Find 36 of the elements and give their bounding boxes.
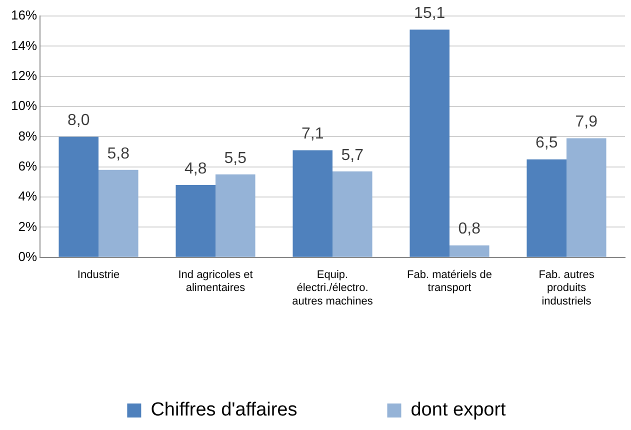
bar: [292, 150, 333, 257]
data-label: 0,8: [458, 220, 481, 238]
data-label: 15,1: [414, 4, 446, 22]
bar: [566, 138, 606, 257]
bar: [216, 174, 256, 257]
bar: [526, 159, 566, 257]
y-tick-label: 6%: [18, 158, 38, 174]
y-tick-label: 16%: [10, 8, 38, 23]
data-label: 5,8: [107, 145, 130, 162]
data-label: 7,1: [301, 126, 324, 143]
data-label: 4,8: [184, 160, 207, 178]
legend-label: dont export: [410, 400, 507, 421]
bar: [176, 184, 216, 257]
x-tick-label: Equip. électri./électro. autres machines: [292, 269, 374, 308]
data-label: 5,5: [224, 150, 247, 167]
bar: [58, 136, 99, 257]
x-tick-label: Ind agricoles et alimentaires: [178, 269, 253, 294]
bar: [98, 170, 138, 257]
y-tick-label: 14%: [10, 38, 38, 53]
x-tick-label: Fab. matériels de transport: [407, 269, 492, 294]
y-tick-label: 10%: [10, 98, 38, 114]
legend-label: Chiffres d'affaires: [150, 400, 298, 421]
y-tick-label: 2%: [18, 218, 38, 234]
data-label: 8,0: [68, 112, 90, 130]
data-label: 7,9: [575, 114, 598, 131]
x-tick-label: Industrie: [77, 269, 120, 282]
bar: [332, 171, 372, 257]
y-tick-label: 8%: [18, 128, 38, 144]
y-tick-label: 0%: [18, 248, 38, 264]
x-tick-label: Fab. autres produits industriels: [538, 269, 595, 308]
bar: [450, 245, 490, 257]
y-tick-label: 12%: [10, 68, 38, 83]
data-label: 6,5: [535, 134, 558, 152]
bar: [410, 30, 450, 257]
y-tick-label: 4%: [18, 188, 38, 204]
data-label: 5,7: [341, 146, 364, 164]
